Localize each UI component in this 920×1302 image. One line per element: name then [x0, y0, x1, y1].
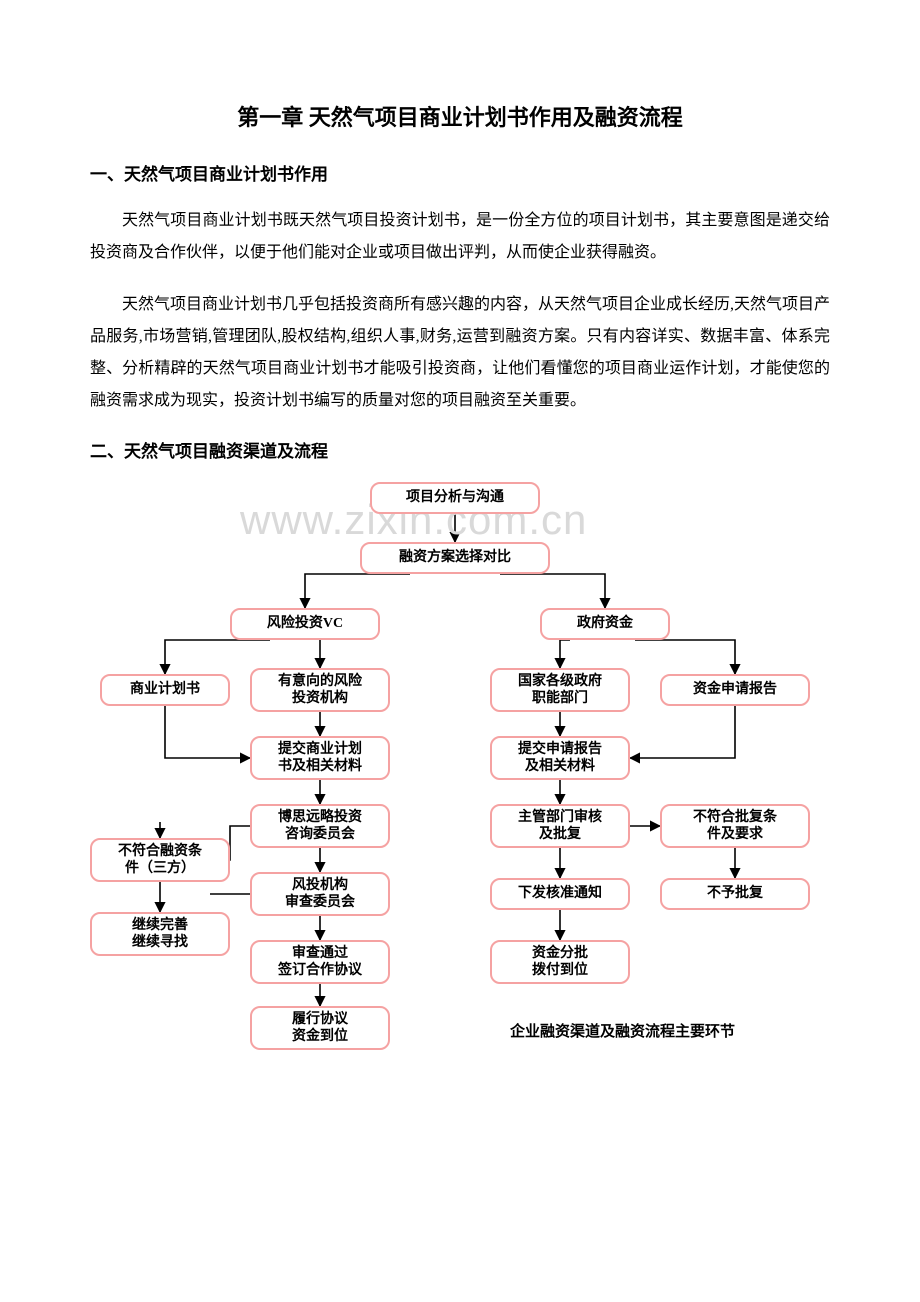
flowchart-node-n13: 不符合批复条 件及要求 [660, 804, 810, 848]
flowchart-node-n12: 主管部门审核 及批复 [490, 804, 630, 848]
flowchart: www.zixin.com.cn 项目分析与沟通融资方案选择对比风险投资VC政府… [90, 482, 830, 1042]
section1-heading: 一、天然气项目商业计划书作用 [90, 160, 830, 185]
chapter-title: 第一章 天然气项目商业计划书作用及融资流程 [90, 100, 830, 132]
flowchart-node-n8: 资金申请报告 [660, 674, 810, 706]
flowchart-node-n7: 国家各级政府 职能部门 [490, 668, 630, 712]
flowchart-node-n14: 不符合融资条 件（三方） [90, 838, 230, 882]
section1-p2: 天然气项目商业计划书几乎包括投资商所有感兴趣的内容，从天然气项目企业成长经历,天… [90, 289, 830, 417]
flowchart-node-n20: 资金分批 拨付到位 [490, 940, 630, 984]
flowchart-node-n16: 下发核准通知 [490, 878, 630, 910]
flowchart-node-n11: 博思远略投资 咨询委员会 [250, 804, 390, 848]
flowchart-node-n15: 风投机构 审查委员会 [250, 872, 390, 916]
flowchart-node-n18: 继续完善 继续寻找 [90, 912, 230, 956]
flowchart-node-n6: 有意向的风险 投资机构 [250, 668, 390, 712]
flowchart-caption: 企业融资渠道及融资流程主要环节 [510, 1020, 735, 1041]
flowchart-node-n21: 履行协议 资金到位 [250, 1006, 390, 1050]
section2-heading: 二、天然气项目融资渠道及流程 [90, 437, 830, 462]
flowchart-node-n9: 提交商业计划 书及相关材料 [250, 736, 390, 780]
flowchart-node-n4: 政府资金 [540, 608, 670, 640]
flowchart-node-n3: 风险投资VC [230, 608, 380, 640]
flowchart-node-n19: 审查通过 签订合作协议 [250, 940, 390, 984]
flowchart-node-n5: 商业计划书 [100, 674, 230, 706]
flowchart-node-n2: 融资方案选择对比 [360, 542, 550, 574]
section1-p1: 天然气项目商业计划书既天然气项目投资计划书，是一份全方位的项目计划书，其主要意图… [90, 205, 830, 269]
flowchart-node-n1: 项目分析与沟通 [370, 482, 540, 514]
flowchart-node-n17: 不予批复 [660, 878, 810, 910]
flowchart-node-n10: 提交申请报告 及相关材料 [490, 736, 630, 780]
